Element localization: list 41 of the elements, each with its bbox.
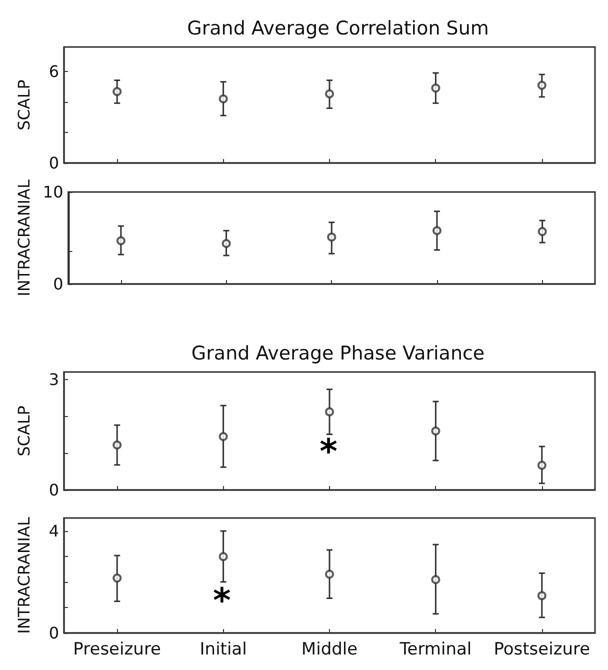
- point: [222, 239, 231, 248]
- x-tick-label: Preseizure: [73, 640, 162, 660]
- point: [431, 84, 440, 93]
- point: [432, 226, 442, 236]
- x-tick-label: Initial: [200, 640, 247, 660]
- y-tick-label: 3: [48, 370, 59, 389]
- point: [325, 89, 334, 98]
- y-axis-title: SCALP: [14, 405, 34, 456]
- y-tick-label: 0: [48, 154, 59, 172]
- x-tick-label: Terminal: [398, 640, 472, 660]
- y-tick-label: 6: [48, 62, 59, 81]
- point: [537, 460, 546, 470]
- y-tick-label: 10: [42, 182, 64, 202]
- annotation: *: [213, 580, 232, 621]
- point: [325, 570, 334, 579]
- x-tick-label: Middle: [301, 640, 358, 660]
- point: [218, 432, 228, 442]
- y-axis-title: SCALP: [14, 79, 34, 130]
- chart-title: Grand Average Phase Variance: [191, 342, 485, 364]
- point: [112, 87, 122, 96]
- point: [537, 591, 546, 600]
- annotation: *: [320, 432, 338, 472]
- x-tick-label: Postseizure: [494, 640, 590, 660]
- y-axis-title: INTRACRANIAL: [14, 180, 34, 296]
- y-tick-label: 0: [48, 480, 59, 500]
- point: [431, 426, 440, 436]
- point: [325, 407, 334, 416]
- point: [431, 575, 440, 584]
- point: [538, 227, 547, 236]
- point: [116, 236, 126, 246]
- point: [537, 80, 546, 90]
- y-tick-label: 4: [48, 521, 59, 540]
- point: [112, 440, 122, 450]
- point: [327, 232, 336, 242]
- point: [218, 552, 228, 562]
- y-tick-label: 0: [53, 274, 64, 294]
- y-axis-title: INTRACRANIAL: [14, 517, 34, 634]
- y-tick-label: 0: [48, 624, 59, 642]
- point: [112, 574, 122, 583]
- point: [218, 94, 228, 104]
- chart-title: Grand Average Correlation Sum: [187, 18, 489, 40]
